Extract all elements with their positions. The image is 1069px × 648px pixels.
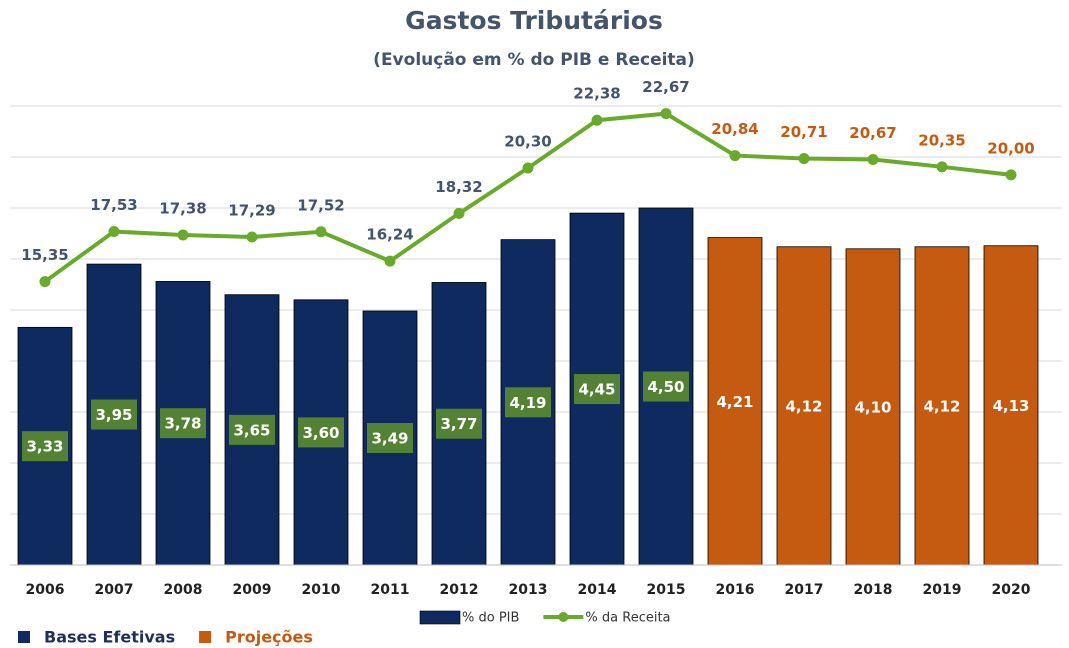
- line-point: [246, 231, 258, 243]
- data-label: 3,60: [302, 424, 339, 442]
- data-label: 20,67: [849, 124, 896, 142]
- data-label: 22,38: [573, 85, 620, 103]
- data-label: 4,13: [992, 397, 1029, 415]
- legend-label: Projeções: [225, 628, 313, 647]
- data-label: 20,00: [987, 139, 1034, 157]
- legend-label: % do PIB: [462, 611, 519, 626]
- x-tick-label: 2013: [509, 582, 548, 598]
- data-label: 17,52: [297, 196, 344, 214]
- legend-label: % da Receita: [585, 611, 670, 626]
- data-label: 3,78: [164, 415, 201, 433]
- data-label: 4,21: [716, 393, 753, 411]
- data-label: 20,35: [918, 131, 965, 149]
- x-tick-label: 2015: [647, 582, 686, 598]
- chart-subtitle: (Evolução em % do PIB e Receita): [373, 50, 695, 70]
- x-tick-label: 2011: [371, 582, 410, 598]
- x-tick-label: 2016: [716, 582, 755, 598]
- label-box: [988, 390, 1034, 421]
- data-label: 4,19: [509, 394, 546, 412]
- data-label: 3,49: [371, 430, 408, 448]
- label-box: [505, 387, 551, 418]
- chart-title: Gastos Tributários: [405, 6, 663, 35]
- x-tick-label: 2010: [302, 582, 341, 598]
- data-label: 4,45: [578, 381, 615, 399]
- line-point: [522, 162, 534, 174]
- data-label: 15,35: [21, 246, 68, 264]
- data-label: 16,24: [366, 226, 413, 244]
- line-point: [384, 255, 396, 267]
- data-label: 3,33: [26, 438, 63, 456]
- line-point: [453, 207, 465, 219]
- data-label: 17,53: [90, 196, 137, 214]
- line-point: [315, 226, 327, 238]
- x-tick-label: 2006: [26, 582, 65, 598]
- line-point: [108, 226, 120, 238]
- label-box: [367, 423, 413, 454]
- label-box: [919, 390, 965, 421]
- line-point: [729, 150, 741, 162]
- x-tick-label: 2009: [233, 582, 272, 598]
- line-point: [1005, 169, 1017, 181]
- x-tick-label: 2008: [164, 582, 203, 598]
- legend-swatch: [419, 610, 461, 625]
- x-tick-label: 2014: [578, 582, 617, 598]
- data-label: 3,95: [95, 406, 132, 424]
- legend-label: Bases Efetivas: [44, 628, 175, 647]
- x-tick-label: 2007: [95, 582, 134, 598]
- legend-swatch: [18, 631, 30, 643]
- data-label: 4,10: [854, 398, 891, 416]
- data-label: 17,38: [159, 199, 206, 217]
- label-box: [574, 374, 620, 405]
- x-tick-label: 2017: [785, 582, 824, 598]
- line-point: [39, 276, 51, 288]
- label-box: [298, 417, 344, 448]
- data-label: 3,65: [233, 421, 270, 439]
- line-point: [177, 229, 189, 241]
- label-box: [781, 390, 827, 421]
- label-box: [712, 386, 758, 417]
- data-label: 20,71: [780, 123, 827, 141]
- data-label: 4,50: [647, 378, 684, 396]
- label-box: [643, 371, 689, 402]
- label-box: [160, 408, 206, 439]
- data-label: 18,32: [435, 178, 482, 196]
- label-box: [436, 408, 482, 439]
- data-label: 4,12: [785, 397, 822, 415]
- label-box: [229, 414, 275, 445]
- data-label: 4,12: [923, 397, 960, 415]
- label-box: [91, 399, 137, 430]
- x-tick-label: 2018: [854, 582, 893, 598]
- data-label: 20,84: [711, 120, 758, 138]
- line-point: [660, 108, 672, 120]
- label-box: [22, 431, 68, 462]
- legend-swatch: [199, 631, 212, 643]
- data-label: 17,29: [228, 202, 275, 220]
- data-label: 20,30: [504, 132, 551, 150]
- label-box: [850, 391, 896, 422]
- x-tick-label: 2020: [992, 582, 1031, 598]
- line-point: [867, 153, 879, 165]
- data-label: 3,77: [440, 415, 477, 433]
- line-point: [936, 161, 948, 173]
- legend-swatch: [558, 612, 569, 622]
- line-point: [798, 153, 810, 165]
- x-tick-label: 2019: [923, 582, 962, 598]
- line-point: [591, 114, 603, 126]
- data-label: 22,67: [642, 78, 689, 96]
- x-tick-label: 2012: [440, 582, 479, 598]
